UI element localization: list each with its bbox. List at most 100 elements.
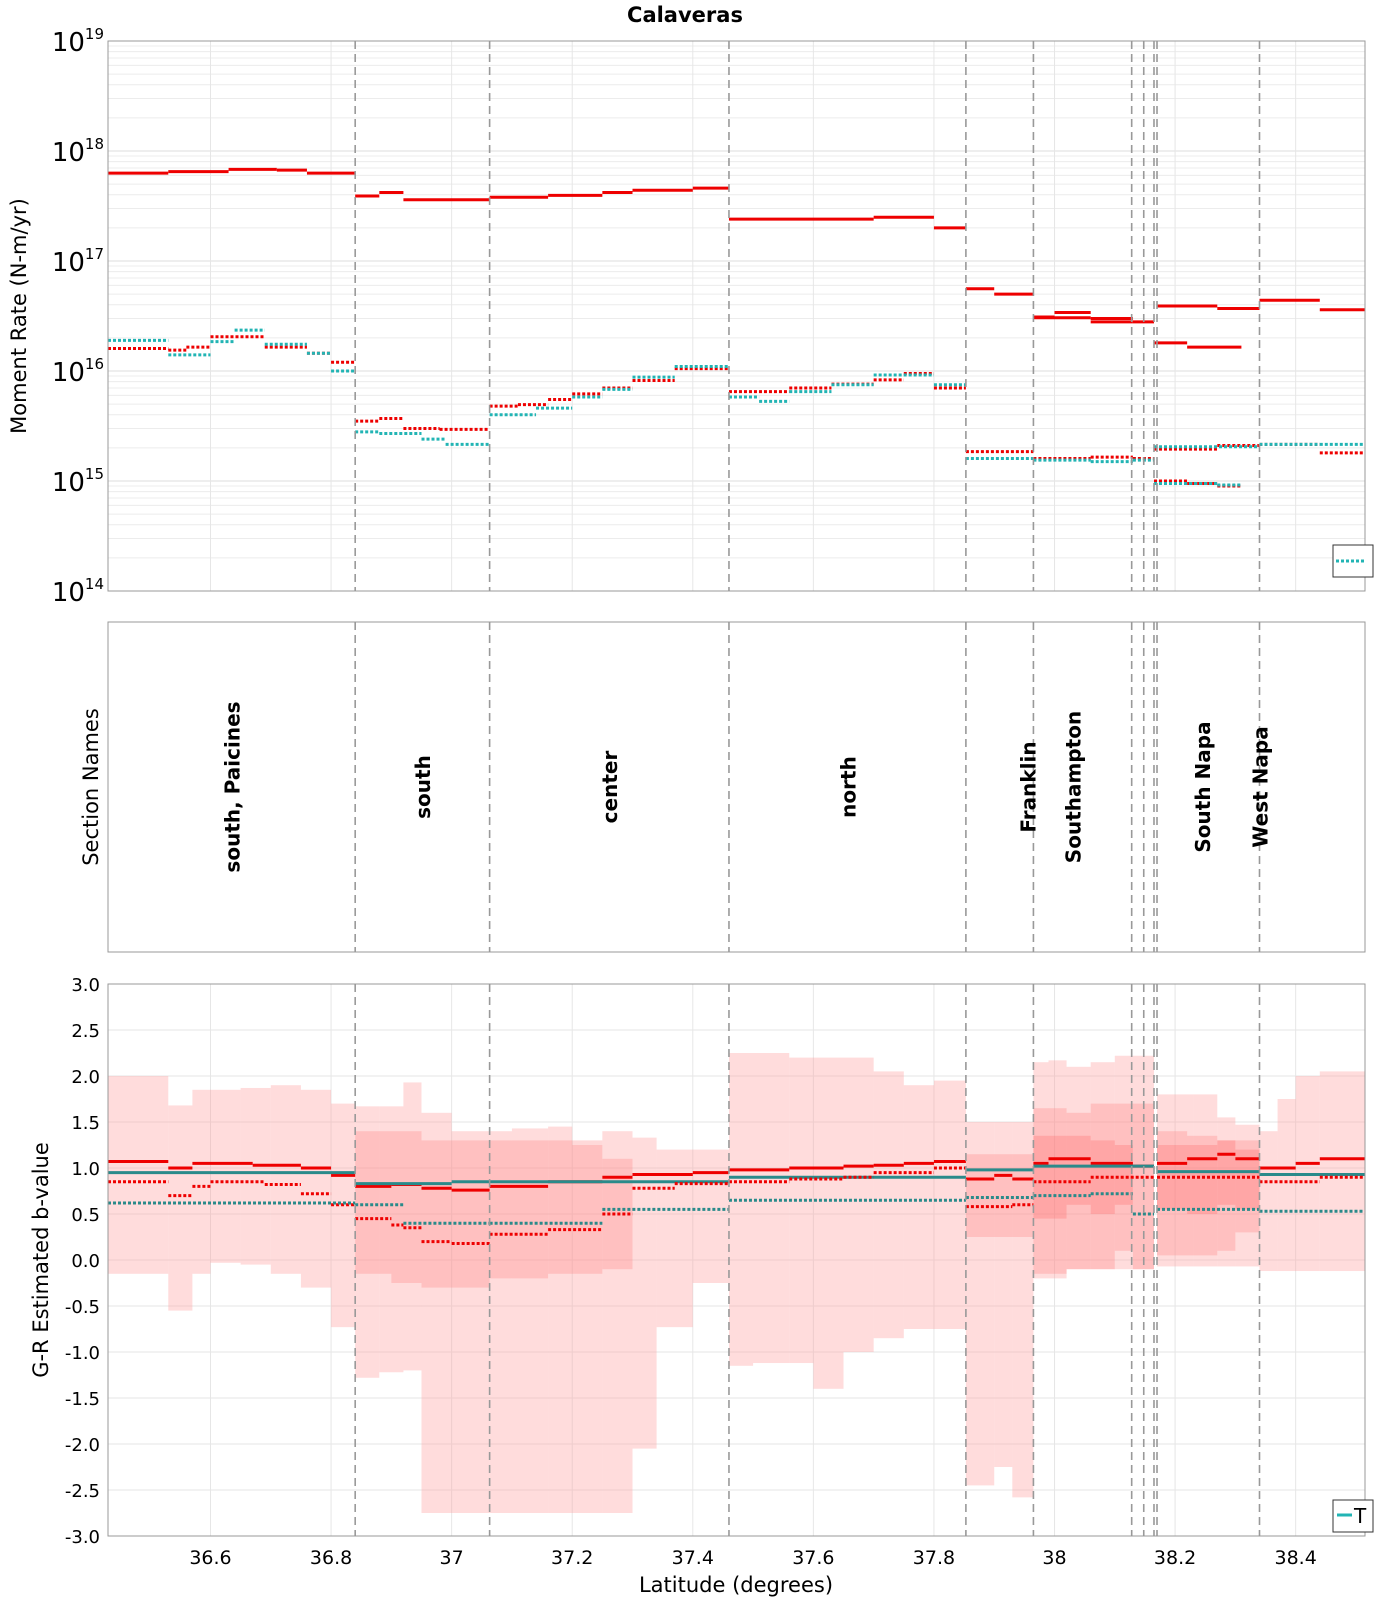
x-axis-label: Latitude (degrees) <box>639 1573 833 1597</box>
b-value-band-wide <box>692 1149 729 1283</box>
x-tick-label: 37.4 <box>672 1547 714 1569</box>
b-value-band-wide <box>168 1105 193 1311</box>
b-value-band-wide <box>210 1089 241 1263</box>
b-value-band-mid <box>965 1154 1013 1237</box>
b-value-band-mid <box>1187 1135 1218 1256</box>
b-value-section-boundaries <box>354 984 1261 1536</box>
b-value-band-wide <box>1259 1131 1278 1272</box>
b-value-band-wide <box>753 1053 790 1364</box>
b-value-y-tick-label: -2.0 <box>65 1435 100 1456</box>
x-tick-label: 37.8 <box>913 1547 955 1569</box>
moment-rate-panel: 1014 1015 1016 1017 1018 1019 Moment Rate (N-… <box>7 25 1374 608</box>
b-value-y-tick-label: 2.5 <box>71 1021 100 1042</box>
x-tick-label: 38 <box>1042 1547 1066 1569</box>
b-value-band-wide <box>1277 1099 1296 1272</box>
b-value-band-wide <box>965 1122 995 1486</box>
section-label: south, Paicines <box>221 701 245 872</box>
b-value-band-wide <box>1066 1066 1091 1270</box>
moment-y-tick-label: 1014 <box>52 575 104 608</box>
section-labels: south, Paicines south center north Franklin S… <box>221 701 1273 872</box>
section-label: West Napa <box>1248 726 1272 847</box>
b-value-band-wide <box>1048 1060 1067 1279</box>
b-value-band-mid <box>1033 1108 1067 1274</box>
b-value-band-wide <box>728 1053 754 1366</box>
b-value-band-wide <box>994 1122 1013 1467</box>
b-value-y-tick-label: 0.5 <box>71 1205 100 1226</box>
moment-y-tick-label: 1015 <box>52 465 104 498</box>
b-value-band-wide <box>379 1106 404 1373</box>
moment-y-tick-label: 1016 <box>52 355 104 388</box>
b-value-band-inner <box>1033 1135 1067 1219</box>
b-value-legend: T <box>1332 1499 1374 1533</box>
b-value-band-mid <box>1217 1140 1236 1251</box>
b-value-band-mid <box>355 1131 392 1274</box>
b-value-band-inner <box>1187 1145 1218 1214</box>
b-value-band-wide <box>1033 1062 1049 1279</box>
b-value-band-mid <box>489 1140 549 1279</box>
b-value-band-wide <box>240 1087 271 1265</box>
b-value-band-inner <box>1114 1145 1133 1205</box>
x-tick-label: 36.8 <box>310 1547 352 1569</box>
b-value-band-wide <box>403 1082 422 1371</box>
b-value-band-wide <box>1132 1055 1154 1270</box>
section-names-panel: south, Paicines south center north Franklin S… <box>79 621 1366 953</box>
b-value-band-mid <box>391 1131 422 1283</box>
b-value-band-wide <box>421 1112 452 1513</box>
b-value-y-tick-label: 1.0 <box>71 1159 100 1180</box>
b-value-band-mid <box>1090 1103 1115 1270</box>
b-value-y-axis-label: G-R Estimated b-value <box>29 1142 53 1378</box>
b-value-band-wide <box>1319 1071 1365 1272</box>
b-value-band-inner <box>1066 1135 1091 1205</box>
moment-y-tick-label: 1018 <box>52 135 104 168</box>
b-value-y-tick-label: -1.0 <box>65 1343 100 1364</box>
x-tick-label: 37.6 <box>792 1547 834 1569</box>
moment-y-axis-label: Moment Rate (N-m/yr) <box>7 198 31 434</box>
b-value-band-wide <box>355 1106 380 1378</box>
section-label: South Napa <box>1191 721 1215 852</box>
b-value-y-tick-label: 3.0 <box>71 975 100 996</box>
b-value-band-mid <box>1235 1140 1260 1233</box>
b-value-band-wide <box>108 1076 169 1274</box>
b-value-uncertainty-bands <box>108 1053 1365 1513</box>
section-label: Franklin <box>1016 741 1040 832</box>
x-tick-label: 37.2 <box>551 1547 593 1569</box>
b-value-band-mid <box>1157 1131 1188 1256</box>
moment-frame <box>107 40 1366 592</box>
b-value-band-wide <box>1235 1124 1260 1267</box>
moment-grid <box>108 41 1365 592</box>
x-tick-labels: 36.6 36.8 37 37.2 37.4 37.6 37.8 38 38.2 38.4 <box>189 1547 1316 1569</box>
b-value-band-mid <box>1114 1103 1133 1251</box>
x-tick-label: 38.4 <box>1275 1547 1317 1569</box>
b-value-band-wide <box>1012 1122 1034 1498</box>
x-tick-label: 38.2 <box>1154 1547 1196 1569</box>
b-value-band-wide <box>331 1103 356 1328</box>
b-value-band-mid <box>1012 1154 1034 1237</box>
chart-title: Calaveras <box>627 3 743 27</box>
b-value-frame <box>107 983 1366 1537</box>
b-value-band-wide <box>933 1080 966 1329</box>
b-value-band-wide <box>270 1085 301 1274</box>
b-value-band-wide <box>602 1131 633 1513</box>
b-value-band-wide <box>511 1128 549 1513</box>
b-value-band-wide <box>192 1089 211 1274</box>
b-value-band-wide <box>1157 1094 1194 1267</box>
section-label: south <box>411 755 435 819</box>
b-value-band-wide <box>789 1057 814 1364</box>
section-frame <box>107 621 1366 953</box>
b-value-y-tick-labels: 3.0 2.5 2.0 1.5 1.0 0.5 0.0 -0.5 -1.0 -1.5 -2.0 -2.… <box>65 975 100 1548</box>
b-value-band-wide <box>300 1089 332 1288</box>
section-label: Southampton <box>1062 711 1086 863</box>
section-label: north <box>837 756 861 818</box>
b-value-band-wide <box>548 1126 573 1513</box>
b-value-band-mid <box>421 1140 490 1288</box>
moment-y-tick-labels: 1014 1015 1016 1017 1018 1019 <box>52 25 104 608</box>
x-tick-label: 36.6 <box>189 1547 231 1569</box>
b-value-y-tick-label: -3.0 <box>65 1527 100 1548</box>
moment-section-boundaries <box>354 41 1261 591</box>
section-y-axis-label: Section Names <box>79 708 103 866</box>
b-value-y-tick-label: -1.5 <box>65 1389 100 1410</box>
b-value-band-mid <box>548 1140 603 1274</box>
b-value-y-tick-label: 1.5 <box>71 1113 100 1134</box>
b-value-band-wide <box>632 1137 657 1449</box>
